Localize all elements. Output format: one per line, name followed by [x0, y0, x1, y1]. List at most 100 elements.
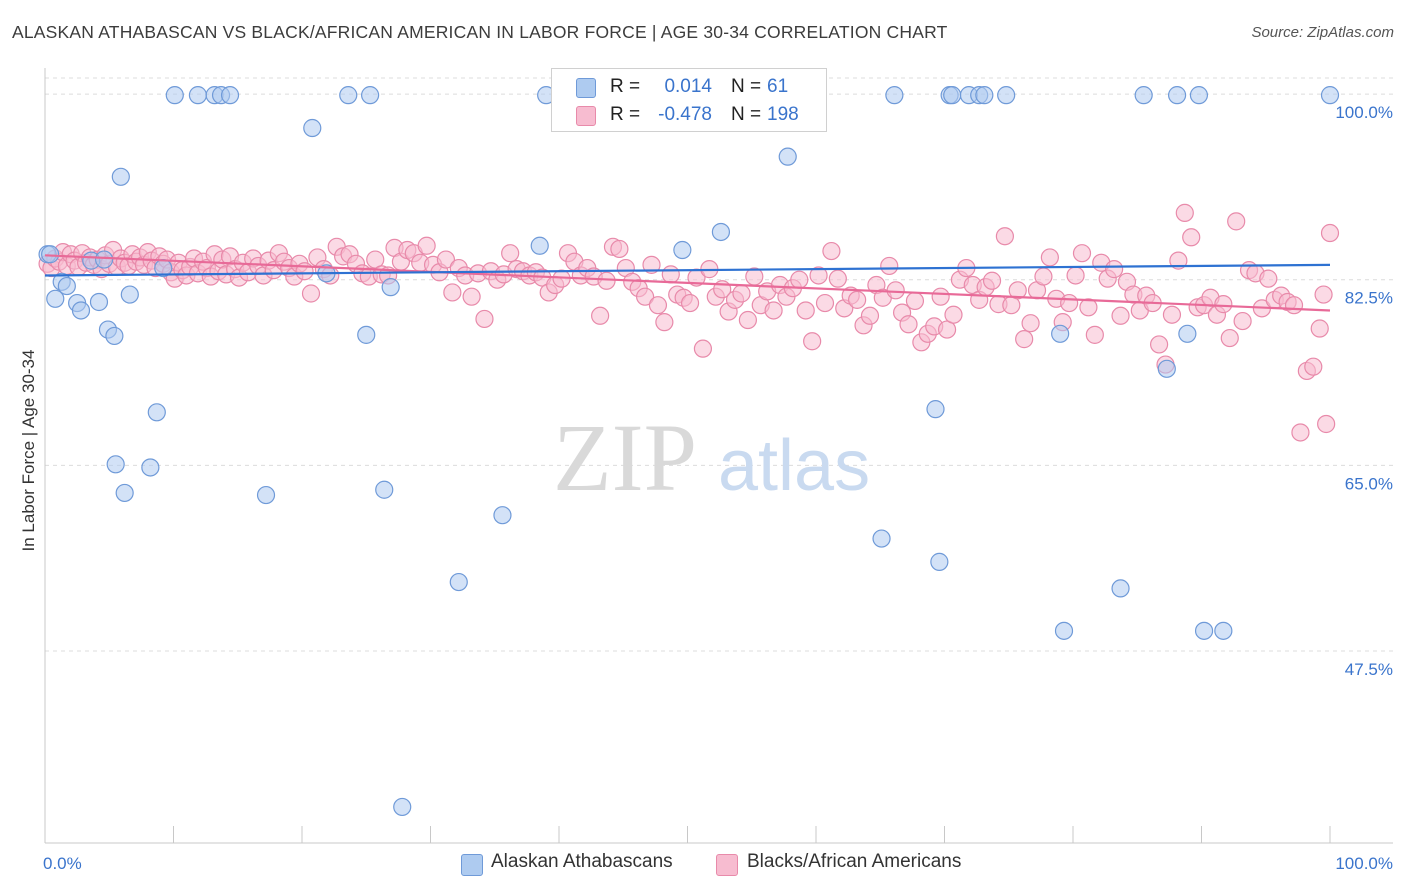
pink-point	[436, 250, 456, 269]
pink-point	[1034, 267, 1053, 286]
x-tick-label: 100.0%	[1335, 854, 1393, 873]
blue-point	[711, 222, 731, 242]
blue-point	[997, 86, 1016, 105]
x-tick-label: 0.0%	[43, 854, 82, 873]
blue-point	[930, 552, 949, 571]
blue-point	[115, 483, 134, 503]
pink-point	[1008, 281, 1027, 300]
pink-point	[1310, 319, 1329, 338]
blue-point	[1157, 359, 1176, 378]
trend-line-blacks	[44, 254, 1331, 312]
legend-r-label: R =	[610, 104, 641, 125]
y-tick-label: 100.0%	[1335, 103, 1393, 122]
pink-point	[1169, 251, 1188, 270]
watermark-zip: ZIP	[553, 404, 697, 511]
pink-point	[1072, 244, 1092, 263]
blue-point	[95, 250, 114, 269]
blue-point	[188, 86, 208, 105]
legend-row-athabascan: R = 0.014 N = 61	[552, 73, 826, 101]
blue-point	[141, 458, 160, 477]
pink-point	[1162, 305, 1182, 324]
legend-n-value: 198	[767, 104, 799, 125]
pink-point	[642, 255, 661, 274]
pink-point	[1284, 296, 1304, 315]
grid-layer	[45, 77, 1393, 652]
legend-r-value: -0.478	[658, 104, 712, 125]
blue-point	[530, 236, 549, 255]
pink-point	[860, 306, 880, 325]
pink-point	[1066, 266, 1085, 285]
blue-point	[885, 86, 904, 105]
pink-point	[301, 284, 321, 303]
blue-point	[1167, 86, 1187, 105]
legend-n-label: N =	[731, 76, 762, 97]
bottom-legend-swatch-blue	[461, 854, 483, 876]
pink-point	[790, 270, 809, 289]
pink-point	[1317, 414, 1336, 434]
blue-point	[1051, 324, 1070, 343]
pink-point	[944, 305, 963, 324]
pink-point	[591, 306, 610, 325]
y-tick-label: 82.5%	[1345, 289, 1393, 308]
pink-point	[764, 301, 783, 320]
blue-point	[1054, 621, 1074, 640]
bottom-legend-blacks: Blacks/African Americans	[747, 851, 962, 872]
pink-point	[1227, 212, 1246, 231]
pink-point	[815, 293, 835, 313]
pink-point	[886, 281, 905, 300]
blue-point	[46, 289, 65, 308]
y-tick-label: 47.5%	[1345, 660, 1393, 679]
pink-point	[1085, 325, 1104, 344]
pink-point	[475, 309, 494, 329]
pink-point	[905, 291, 925, 311]
pink-point	[1320, 223, 1340, 243]
blue-point	[165, 86, 184, 105]
blue-point	[120, 285, 139, 304]
pink-point	[501, 244, 520, 263]
pink-point	[443, 283, 462, 302]
blue-point	[975, 86, 994, 105]
pink-point	[828, 269, 847, 288]
blue-point	[57, 276, 76, 296]
blue-point	[1189, 86, 1209, 105]
pink-point	[1259, 269, 1278, 288]
pink-point	[1220, 328, 1239, 348]
blue-point	[1134, 86, 1153, 105]
pink-point	[462, 287, 481, 306]
blue-point	[71, 301, 91, 320]
pink-point	[822, 241, 841, 261]
pink-point	[1021, 314, 1040, 333]
pink-point	[1111, 306, 1130, 325]
pink-point	[661, 265, 680, 284]
pink-point	[417, 236, 436, 255]
pink-point	[648, 296, 668, 315]
pink-point	[680, 293, 700, 313]
legend-row-blacks: R = -0.478 N = 198	[552, 101, 826, 129]
blue-point	[1320, 86, 1340, 105]
legend-n-label: N =	[731, 104, 762, 125]
axis-layer	[44, 68, 1393, 844]
blue-point	[256, 485, 276, 505]
pink-point	[1040, 248, 1059, 267]
y-tick-label: 65.0%	[1345, 474, 1393, 493]
legend-r-label: R =	[610, 76, 641, 97]
pink-point	[1105, 260, 1124, 279]
bottom-legend-swatch-pink	[716, 854, 738, 876]
blue-point	[1194, 621, 1214, 640]
pink-point	[1149, 335, 1169, 354]
pink-point	[982, 271, 1002, 290]
y-axis-title: In Labor Force | Age 30-34	[19, 350, 38, 552]
pink-point	[635, 287, 655, 306]
blue-point	[111, 167, 130, 186]
trend-layer	[44, 254, 1331, 312]
blue-point	[1214, 621, 1233, 640]
blue-point	[303, 118, 322, 138]
pink-point	[995, 227, 1014, 246]
blue-point	[673, 240, 692, 260]
blue-point	[1111, 579, 1130, 598]
legend-r-value: 0.014	[664, 76, 712, 97]
pink-point	[610, 239, 629, 259]
pink-point	[803, 332, 822, 351]
pink-point	[1182, 228, 1201, 247]
blue-point	[1178, 324, 1197, 343]
